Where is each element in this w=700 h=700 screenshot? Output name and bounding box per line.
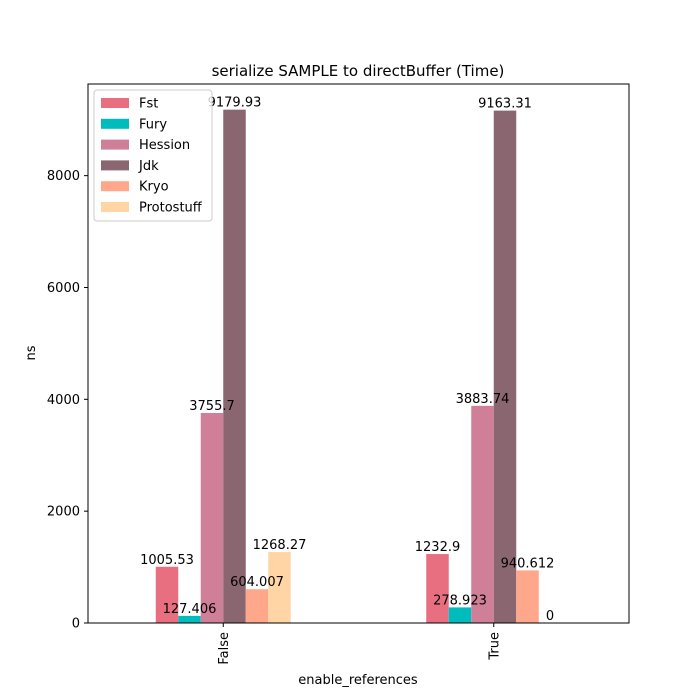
- y-axis-label: ns: [24, 345, 39, 360]
- legend-swatch-protostuff: [101, 202, 129, 212]
- data-label-jdk-false: 9179.93: [208, 96, 262, 111]
- data-label-hession-false: 3755.7: [189, 399, 235, 414]
- bar-fst-true: [426, 554, 449, 623]
- x-tick-label-false: False: [217, 632, 232, 665]
- bars-group: [155, 109, 539, 624]
- legend-swatch-fst: [101, 98, 129, 108]
- x-tick-label-true: True: [487, 632, 502, 661]
- legend-swatch-kryo: [101, 181, 129, 192]
- legend: Fst Fury Hession Jdk Kryo Protostuff: [93, 89, 213, 222]
- data-label-fury-false: 127.406: [163, 602, 217, 617]
- data-label-protostuff-true: 0: [546, 609, 554, 624]
- legend-label-fury: Fury: [139, 117, 167, 132]
- y-tick-label-8000: 8000: [47, 169, 80, 184]
- data-label-kryo-false: 604.007: [230, 575, 284, 590]
- bar-hession-true: [471, 405, 494, 623]
- x-axis-label: enable_references: [298, 673, 418, 688]
- bar-protostuff-false: [268, 552, 291, 623]
- legend-label-jdk: Jdk: [138, 159, 159, 174]
- x-axis-ticks: False True: [217, 623, 502, 665]
- bar-hession-false: [200, 412, 224, 623]
- data-label-kryo-true: 940.612: [501, 556, 555, 571]
- data-labels-group: 1005.53 1232.9 127.406 278.923 3755.7 3883.74…: [140, 96, 554, 624]
- bar-jdk-false: [223, 109, 246, 624]
- legend-label-hession: Hession: [139, 138, 190, 153]
- data-label-protostuff-false: 1268.27: [253, 538, 307, 553]
- bar-fury-false: [178, 615, 201, 623]
- legend-swatch-fury: [101, 118, 129, 129]
- plot-frame: [87, 83, 630, 624]
- bar-kryo-false: [245, 589, 269, 623]
- bar-fury-true: [448, 607, 472, 623]
- y-tick-label-6000: 6000: [47, 281, 80, 296]
- y-tick-label-2000: 2000: [47, 505, 80, 520]
- bar-jdk-true: [493, 110, 517, 624]
- y-tick-label-0: 0: [72, 617, 80, 632]
- bar-fst-false: [155, 566, 179, 623]
- chart-title: serialize SAMPLE to directBuffer (Time): [212, 62, 505, 80]
- y-tick-label-4000: 4000: [47, 393, 80, 408]
- data-label-fury-true: 278.923: [433, 593, 487, 608]
- legend-swatch-hession: [101, 139, 129, 150]
- bar-kryo-true: [516, 570, 539, 623]
- data-label-fst-false: 1005.53: [140, 553, 194, 568]
- y-axis-ticks: 0 2000 4000 6000 8000: [47, 169, 88, 632]
- legend-swatch-jdk: [101, 160, 129, 171]
- data-label-hession-true: 3883.74: [456, 392, 510, 407]
- data-label-fst-true: 1232.9: [415, 540, 461, 555]
- legend-label-kryo: Kryo: [139, 180, 169, 195]
- legend-label-protostuff: Protostuff: [139, 201, 203, 216]
- data-label-jdk-true: 9163.31: [478, 97, 532, 112]
- legend-label-fst: Fst: [139, 97, 158, 112]
